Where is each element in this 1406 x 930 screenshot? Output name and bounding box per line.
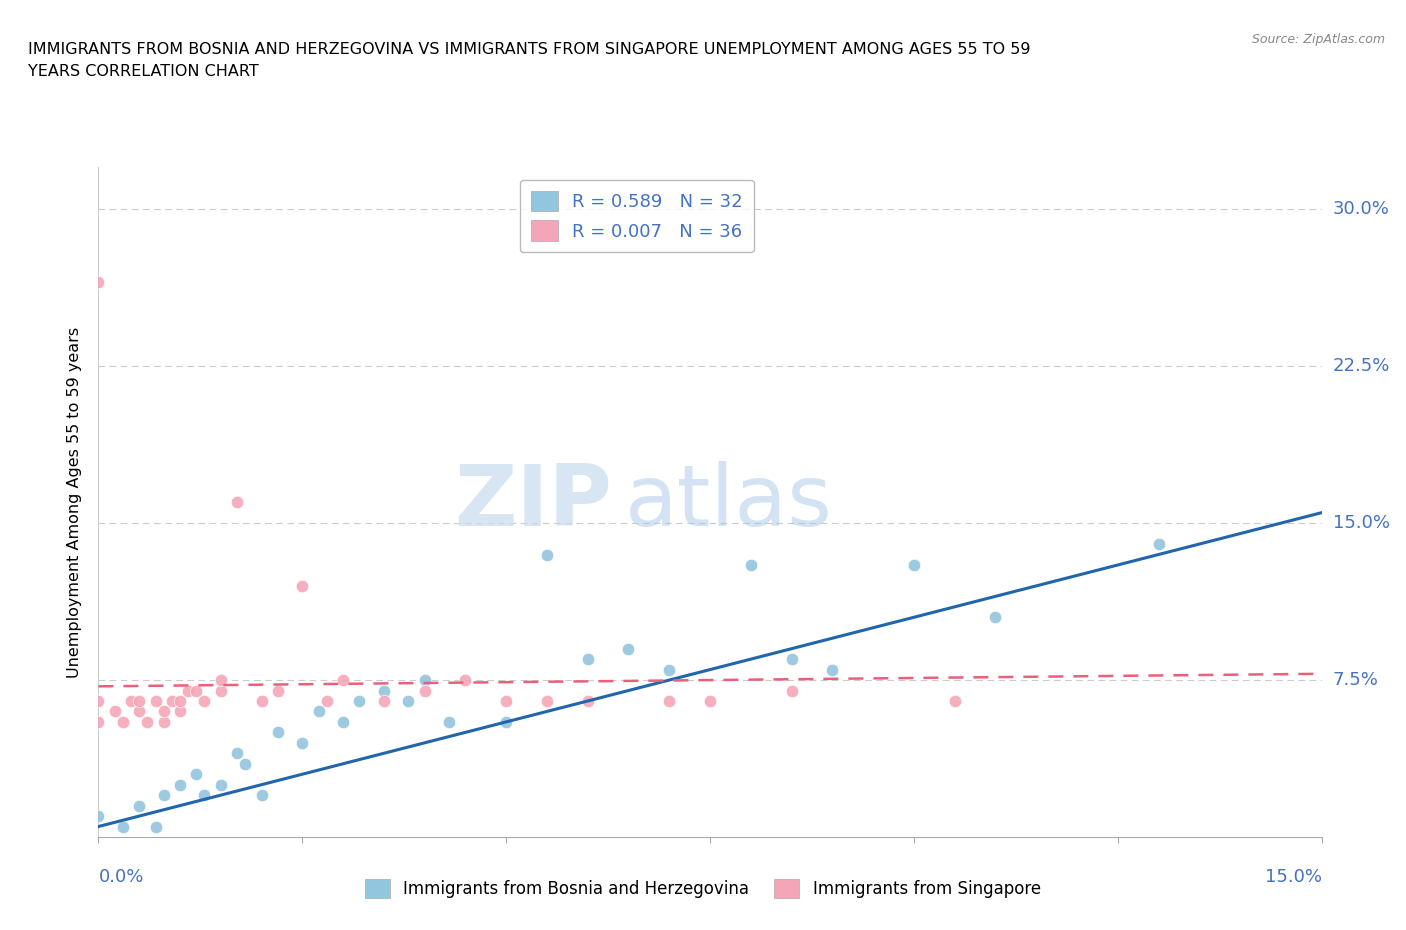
Point <box>536 547 558 562</box>
Point <box>984 610 1007 625</box>
Point <box>128 694 150 709</box>
Point <box>186 766 208 781</box>
Point <box>169 777 191 792</box>
Point <box>186 683 208 698</box>
Point <box>193 694 215 709</box>
Point <box>152 788 174 803</box>
Point <box>209 672 232 687</box>
Point <box>226 495 249 510</box>
Point <box>658 662 681 677</box>
Point <box>136 714 159 729</box>
Text: 15.0%: 15.0% <box>1264 868 1322 885</box>
Text: 30.0%: 30.0% <box>1333 200 1389 219</box>
Point <box>658 694 681 709</box>
Text: ZIP: ZIP <box>454 460 612 544</box>
Point <box>821 662 844 677</box>
Point <box>111 819 134 834</box>
Point <box>413 672 436 687</box>
Point <box>87 275 110 290</box>
Point <box>699 694 721 709</box>
Point <box>396 694 419 709</box>
Point <box>169 694 191 709</box>
Text: atlas: atlas <box>624 460 832 544</box>
Point <box>373 694 395 709</box>
Point <box>1147 537 1170 551</box>
Point <box>780 683 803 698</box>
Point <box>87 809 110 824</box>
Text: 22.5%: 22.5% <box>1333 357 1391 375</box>
Point <box>349 694 371 709</box>
Text: 7.5%: 7.5% <box>1333 671 1379 689</box>
Point <box>145 819 167 834</box>
Point <box>87 694 110 709</box>
Point <box>160 694 183 709</box>
Point <box>454 672 477 687</box>
Text: IMMIGRANTS FROM BOSNIA AND HERZEGOVINA VS IMMIGRANTS FROM SINGAPORE UNEMPLOYMENT: IMMIGRANTS FROM BOSNIA AND HERZEGOVINA V… <box>28 42 1031 79</box>
Point <box>111 714 134 729</box>
Point <box>495 694 517 709</box>
Point <box>308 704 330 719</box>
Point <box>250 788 273 803</box>
Point <box>152 714 174 729</box>
Point <box>209 683 232 698</box>
Point <box>332 714 354 729</box>
Point <box>495 714 517 729</box>
Point <box>104 704 127 719</box>
Y-axis label: Unemployment Among Ages 55 to 59 years: Unemployment Among Ages 55 to 59 years <box>67 326 83 678</box>
Point <box>315 694 337 709</box>
Point <box>780 652 803 667</box>
Point <box>740 558 762 573</box>
Point <box>177 683 200 698</box>
Point <box>413 683 436 698</box>
Point <box>193 788 215 803</box>
Point <box>120 694 142 709</box>
Point <box>128 798 150 813</box>
Point <box>145 694 167 709</box>
Point <box>152 704 174 719</box>
Text: 0.0%: 0.0% <box>98 868 143 885</box>
Legend: R = 0.589   N = 32, R = 0.007   N = 36: R = 0.589 N = 32, R = 0.007 N = 36 <box>520 179 754 252</box>
Point <box>332 672 354 687</box>
Point <box>576 694 599 709</box>
Text: 15.0%: 15.0% <box>1333 514 1389 532</box>
Point <box>169 704 191 719</box>
Point <box>267 683 290 698</box>
Point <box>903 558 925 573</box>
Point <box>373 683 395 698</box>
Point <box>576 652 599 667</box>
Point <box>617 642 640 657</box>
Point <box>128 704 150 719</box>
Point <box>943 694 966 709</box>
Point <box>226 746 249 761</box>
Point <box>209 777 232 792</box>
Point <box>233 756 256 771</box>
Point <box>87 714 110 729</box>
Text: Source: ZipAtlas.com: Source: ZipAtlas.com <box>1251 33 1385 46</box>
Point <box>291 736 314 751</box>
Point <box>267 725 290 740</box>
Point <box>250 694 273 709</box>
Point <box>291 578 314 593</box>
Legend: Immigrants from Bosnia and Herzegovina, Immigrants from Singapore: Immigrants from Bosnia and Herzegovina, … <box>359 872 1047 905</box>
Point <box>536 694 558 709</box>
Point <box>437 714 460 729</box>
